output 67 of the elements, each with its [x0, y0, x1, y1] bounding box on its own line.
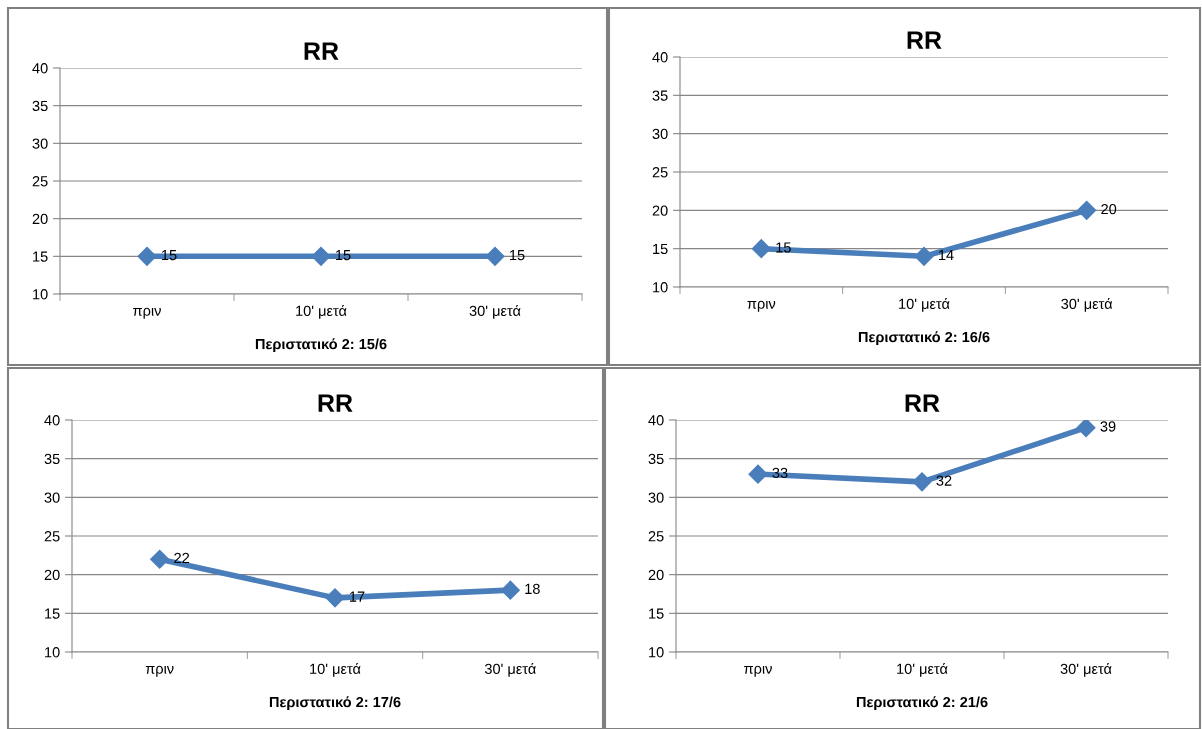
y-tick-label: 15	[653, 243, 668, 255]
data-label: 20	[1101, 203, 1117, 215]
point	[912, 472, 932, 492]
x-tick-label: 10' μετά	[897, 662, 948, 677]
x-axis-title: Περιστατικό 2: 15/6	[255, 338, 387, 353]
y-tick-label: 10	[653, 282, 668, 293]
data-label: 32	[936, 475, 952, 486]
data-label: 15	[510, 250, 525, 261]
y-tick-label: 25	[648, 531, 664, 542]
x-tick-label: πριν	[744, 665, 772, 677]
y-tick-label: 30	[648, 492, 664, 503]
point	[150, 549, 170, 569]
data-label: 17	[350, 591, 365, 602]
y-tick-label: 20	[652, 205, 668, 216]
y-tick-label: 35	[32, 100, 48, 112]
chart-title: RR	[304, 42, 339, 60]
point	[1076, 420, 1096, 438]
data-label: 22	[174, 552, 190, 563]
point	[325, 588, 345, 608]
point	[748, 464, 768, 484]
x-tick-label: πριν	[133, 307, 161, 319]
x-tick-label: πριν	[747, 300, 776, 312]
x-axis-title: Περιστατικό 2: 21/6	[856, 696, 988, 711]
y-tick-label: 20	[648, 569, 664, 581]
x-tick-label: 30' μετά	[469, 304, 521, 319]
x-axis-title: Περιστατικό 2: 16/6	[858, 331, 990, 346]
y-tick-label: 35	[652, 90, 668, 101]
point	[1077, 200, 1097, 220]
chart-title: RR	[318, 394, 353, 412]
y-tick-label: 35	[44, 453, 60, 465]
y-tick-label: 25	[32, 176, 48, 187]
x-tick-label: 10' μετά	[296, 304, 347, 319]
point	[751, 239, 771, 259]
point	[914, 246, 934, 266]
data-label: 14	[939, 250, 954, 261]
data-label: 15	[336, 250, 351, 261]
x-tick-label: 10' μετά	[899, 297, 950, 312]
y-tick-label: 25	[652, 167, 668, 178]
y-tick-label: 15	[33, 251, 48, 262]
y-tick-label: 20	[44, 569, 60, 581]
x-tick-label: 10' μετά	[310, 662, 361, 677]
y-tick-label: 20	[32, 213, 48, 225]
y-tick-label: 40	[652, 52, 668, 63]
y-tick-label: 15	[649, 608, 664, 619]
y-tick-label: 30	[32, 138, 48, 149]
y-tick-label: 10	[45, 647, 60, 658]
data-label: 39	[1100, 421, 1116, 432]
y-tick-label: 30	[652, 128, 668, 140]
y-tick-label: 30	[44, 492, 60, 503]
x-tick-label: 30' μετά	[484, 662, 536, 677]
y-tick-label: 40	[44, 415, 60, 426]
x-axis-title: Περιστατικό 2: 17/6	[269, 696, 401, 711]
y-tick-label: 35	[648, 453, 664, 465]
x-tick-label: 30' μετά	[1061, 297, 1113, 312]
point	[500, 580, 520, 600]
y-tick-label: 10	[649, 647, 664, 658]
y-tick-label: 10	[33, 289, 48, 300]
x-tick-label: πριν	[145, 665, 174, 677]
y-tick-label: 40	[32, 63, 48, 74]
y-tick-label: 15	[45, 608, 60, 619]
y-tick-label: 25	[44, 531, 60, 542]
chart-title: RR	[905, 394, 940, 412]
chart-title: RR	[907, 31, 942, 49]
y-tick-label: 40	[648, 415, 664, 426]
data-label: 15	[162, 250, 177, 261]
data-label: 18	[525, 583, 540, 595]
x-tick-label: 30' μετά	[1060, 662, 1112, 677]
